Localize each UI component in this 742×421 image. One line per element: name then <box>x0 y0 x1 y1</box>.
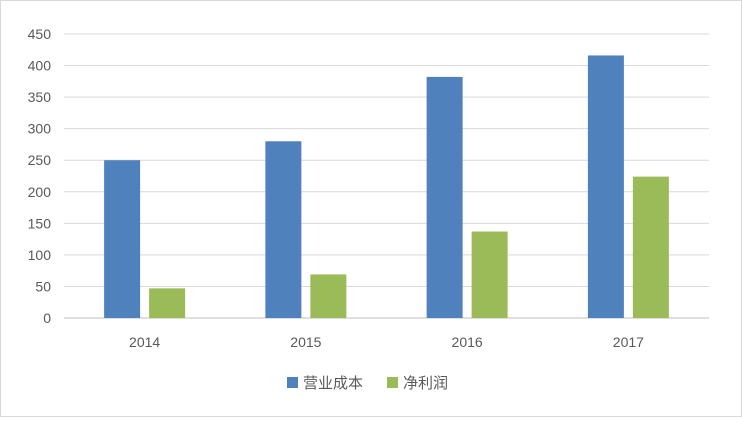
x-tick-label: 2015 <box>290 334 321 350</box>
gridlines <box>64 33 709 319</box>
y-tick-label: 150 <box>28 215 52 231</box>
y-tick-label: 400 <box>28 58 52 74</box>
bar-series2-2017 <box>632 176 669 318</box>
y-tick-label: 450 <box>28 26 52 42</box>
y-axis-ticks: 0 50 100 150 200 250 300 350 400 450 <box>28 26 52 326</box>
bars <box>104 55 669 319</box>
legend-label-series2: 净利润 <box>403 374 448 392</box>
bar-series2-2014 <box>149 288 186 318</box>
bar-series1-2017 <box>587 55 624 319</box>
legend: 营业成本 净利润 <box>287 374 448 392</box>
y-tick-label: 0 <box>43 310 51 326</box>
y-tick-label: 300 <box>28 121 52 137</box>
bar-series2-2015 <box>310 274 347 318</box>
y-tick-label: 50 <box>35 278 51 294</box>
y-tick-label: 350 <box>28 89 52 105</box>
bar-series1-2015 <box>265 141 302 318</box>
legend-swatch-series1 <box>287 377 298 388</box>
y-tick-label: 100 <box>28 247 52 263</box>
x-tick-label: 2014 <box>129 334 160 350</box>
bar-series2-2016 <box>471 231 508 318</box>
bar-series1-2016 <box>426 76 463 318</box>
legend-swatch-series2 <box>387 377 398 388</box>
x-tick-label: 2016 <box>452 334 483 350</box>
y-tick-label: 200 <box>28 184 52 200</box>
legend-label-series1: 营业成本 <box>303 374 363 392</box>
x-axis-ticks: 2014 2015 2016 2017 <box>129 334 644 350</box>
y-tick-label: 250 <box>28 152 52 168</box>
bar-series1-2014 <box>104 160 141 318</box>
x-tick-label: 2017 <box>613 334 644 350</box>
